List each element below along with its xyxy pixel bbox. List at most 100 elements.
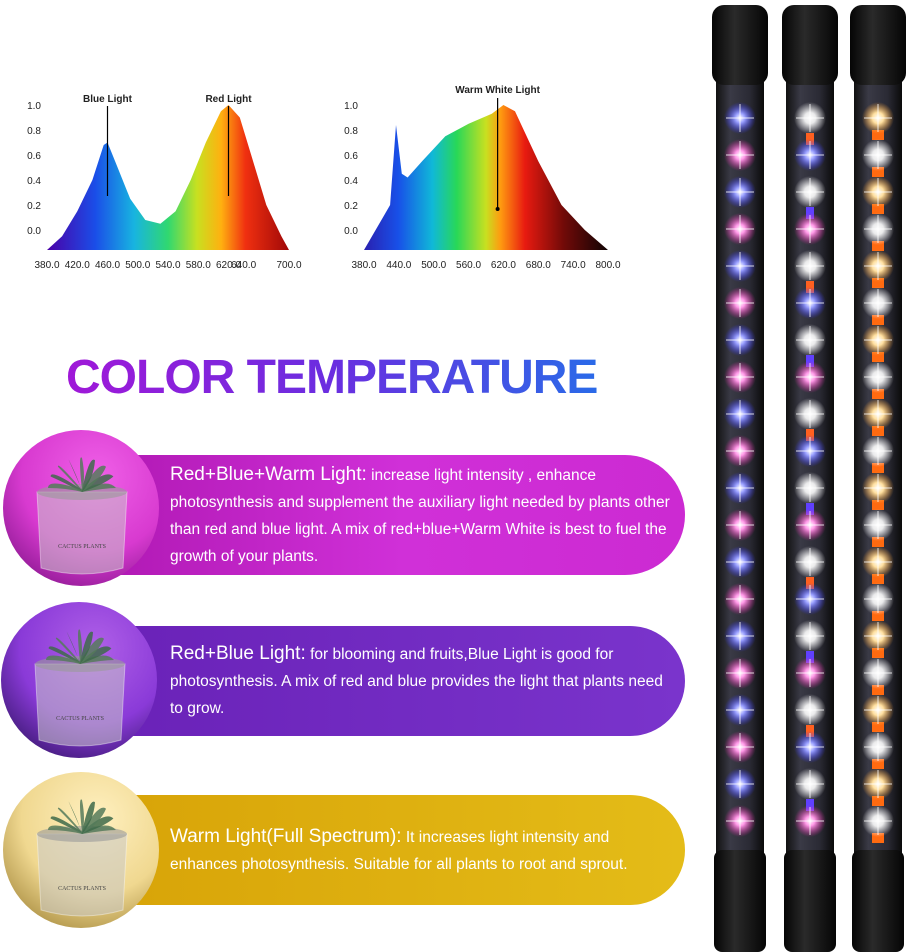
- x-tick-label: 700.0: [276, 260, 301, 271]
- x-tick-label: 540.0: [155, 260, 180, 271]
- leaf: [82, 801, 96, 834]
- led-spark: [864, 215, 892, 243]
- plant-photo: CACTUS PLANTS: [1, 602, 157, 758]
- led-spark: [796, 252, 824, 280]
- led-chip: [872, 315, 884, 325]
- led-spark: [796, 326, 824, 354]
- y-tick-label: 0.6: [27, 151, 41, 162]
- pot: [34, 663, 126, 747]
- led-spark: [726, 363, 754, 391]
- x-tick-label: 560.0: [456, 260, 481, 271]
- x-tick-label: 740.0: [561, 260, 586, 271]
- led-spark: [796, 807, 824, 835]
- pot: [36, 833, 128, 917]
- x-tick-label: 500.0: [421, 260, 446, 271]
- led-chip: [872, 204, 884, 214]
- y-tick-label: 0.2: [344, 201, 358, 212]
- led-chip: [872, 833, 884, 843]
- led-spark: [864, 178, 892, 206]
- x-tick-label: 380.0: [34, 260, 59, 271]
- led-spark: [864, 733, 892, 761]
- led-spark: [726, 733, 754, 761]
- led-spark: [796, 141, 824, 169]
- led-chip: [872, 426, 884, 436]
- led-chip: [872, 130, 884, 140]
- led-spark: [726, 178, 754, 206]
- leaf: [55, 637, 80, 664]
- y-tick-label: 1.0: [27, 101, 41, 112]
- led-spark: [726, 326, 754, 354]
- led-spark: [864, 363, 892, 391]
- leaf: [80, 655, 114, 664]
- led-chip: [872, 463, 884, 473]
- leaf: [80, 646, 112, 664]
- leaf: [82, 825, 116, 834]
- y-tick-label: 1.0: [344, 101, 358, 112]
- led-spark: [796, 289, 824, 317]
- x-tick-label: 620.0: [491, 260, 516, 271]
- led-chip: [872, 167, 884, 177]
- leaf: [48, 825, 82, 834]
- mode-name: Red+Blue+Warm Light:: [170, 463, 367, 485]
- leaf: [82, 483, 116, 492]
- led-spark: [864, 141, 892, 169]
- led-spark: [864, 622, 892, 650]
- led-spark: [726, 696, 754, 724]
- led-spark: [796, 511, 824, 539]
- grow-lamps: [712, 5, 906, 952]
- led-spark: [796, 548, 824, 576]
- mode-name: Red+Blue Light:: [170, 643, 306, 664]
- led-spark: [796, 363, 824, 391]
- led-chip: [872, 352, 884, 362]
- led-spark: [796, 437, 824, 465]
- x-tick-label: 380.0: [351, 260, 376, 271]
- led-chip: [872, 574, 884, 584]
- y-tick-label: 0.6: [344, 151, 358, 162]
- led-spark: [726, 400, 754, 428]
- x-tick-label: 440.0: [386, 260, 411, 271]
- x-tick-label: 620.0: [216, 260, 241, 271]
- mode-text: Red+Blue Light: for blooming and fruits,…: [170, 640, 671, 722]
- lamp-base: [784, 850, 836, 952]
- led-chip: [872, 759, 884, 769]
- lamp-cap: [782, 5, 838, 85]
- x-tick-label: 800.0: [595, 260, 620, 271]
- led-spark: [726, 659, 754, 687]
- leaf: [82, 816, 114, 834]
- y-tick-label: 0.2: [27, 201, 41, 212]
- leaf: [80, 457, 84, 492]
- pot-label: CACTUS PLANTS: [56, 716, 104, 722]
- led-spark: [864, 585, 892, 613]
- mode-panel: Red+Blue Light: for blooming and fruits,…: [120, 626, 685, 736]
- y-tick-label: 0.4: [27, 176, 41, 187]
- led-spark: [726, 548, 754, 576]
- led-spark: [726, 807, 754, 835]
- spectrum-charts: 0.0 0.2 0.4 0.6 0.8 1.0 380.0 420.0 460.0 500.0 54…: [27, 85, 621, 271]
- leaf: [82, 807, 107, 834]
- leaf: [46, 655, 80, 664]
- leaf: [78, 629, 82, 664]
- led-spark: [864, 511, 892, 539]
- led-spark: [726, 622, 754, 650]
- led-spark: [864, 807, 892, 835]
- led-chip: [872, 500, 884, 510]
- annotation: Warm White Light: [455, 85, 540, 96]
- led-spark: [726, 215, 754, 243]
- led-spark: [726, 252, 754, 280]
- led-spark: [726, 289, 754, 317]
- led-spark: [864, 696, 892, 724]
- led-spark: [864, 400, 892, 428]
- led-spark: [864, 104, 892, 132]
- led-chip: [872, 389, 884, 399]
- mode-name: Warm Light(Full Spectrum):: [170, 825, 402, 847]
- led-spark: [726, 437, 754, 465]
- led-chip: [872, 722, 884, 732]
- led-spark: [864, 289, 892, 317]
- annotation-dot: [495, 207, 500, 211]
- led-spark: [864, 437, 892, 465]
- spectrum-curve: [47, 105, 289, 250]
- leaf: [80, 631, 94, 664]
- x-tick-label: 460.0: [95, 260, 120, 271]
- x-tick-label: 580.0: [186, 260, 211, 271]
- led-spark: [864, 252, 892, 280]
